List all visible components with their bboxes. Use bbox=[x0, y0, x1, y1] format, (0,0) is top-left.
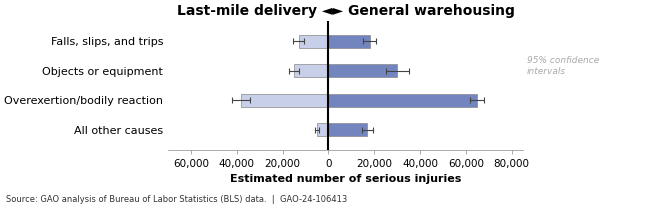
X-axis label: Estimated number of serious injuries: Estimated number of serious injuries bbox=[230, 174, 462, 184]
Bar bbox=[241, 94, 328, 107]
Bar bbox=[328, 94, 477, 107]
Text: Source: GAO analysis of Bureau of Labor Statistics (BLS) data.  |  GAO-24-106413: Source: GAO analysis of Bureau of Labor … bbox=[6, 195, 348, 204]
Bar bbox=[298, 35, 328, 48]
Bar bbox=[328, 35, 370, 48]
Bar bbox=[328, 123, 367, 136]
Bar bbox=[317, 123, 328, 136]
Bar bbox=[294, 64, 328, 78]
Bar bbox=[328, 64, 397, 78]
Title: Last-mile delivery ◄► General warehousing: Last-mile delivery ◄► General warehousin… bbox=[177, 4, 514, 18]
Text: 95% confidence
intervals: 95% confidence intervals bbox=[526, 56, 599, 76]
